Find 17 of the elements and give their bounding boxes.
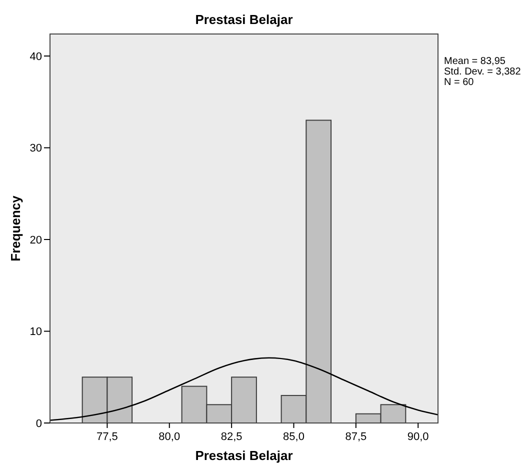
- text: Mean = 83,95: [444, 56, 506, 67]
- y-tick-label: 0: [36, 418, 42, 430]
- x-tick-label: 85,0: [283, 431, 304, 443]
- y-tick-label: 30: [30, 142, 42, 155]
- text: Std. Dev. = 3,382: [444, 66, 522, 78]
- y-axis-title: Frequency: [8, 194, 23, 262]
- x-tick-label: 87,5: [345, 431, 367, 443]
- x-tick-label: 90,0: [407, 431, 429, 443]
- x-tick-label: 80,0: [158, 431, 180, 443]
- x-axis-title: Prestasi Belajar: [195, 448, 293, 463]
- y-tick-label: 10: [30, 326, 42, 338]
- text: N = 60: [444, 77, 474, 88]
- chart-title: Prestasi Belajar: [195, 12, 293, 27]
- y-tick-label: 40: [30, 50, 42, 63]
- y-tick-label: 20: [30, 234, 42, 246]
- x-tick-label: 82,5: [220, 431, 242, 443]
- x-tick-label: 77,5: [96, 431, 118, 443]
